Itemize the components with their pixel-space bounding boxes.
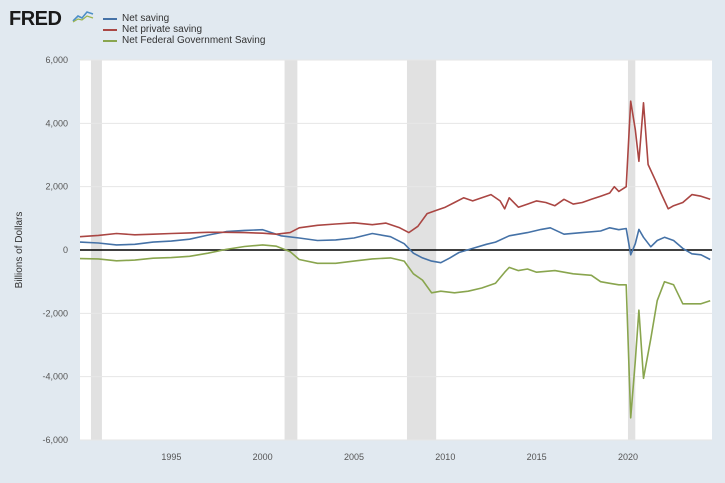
y-tick-label: 4,000 bbox=[45, 118, 68, 128]
legend-swatch-net-federal-saving bbox=[103, 39, 117, 42]
legend-label-net-federal-saving: Net Federal Government Saving bbox=[122, 35, 266, 46]
x-tick-label: 2020 bbox=[618, 452, 638, 462]
chart-legend: Net saving Net private saving Net Federa… bbox=[103, 13, 265, 46]
series-line-1[interactable] bbox=[79, 100, 711, 238]
legend-item-net-private-saving[interactable]: Net private saving bbox=[103, 24, 265, 35]
fred-logo[interactable]: FRED bbox=[9, 8, 62, 30]
x-tick-label: 2010 bbox=[435, 452, 455, 462]
y-tick-label: 2,000 bbox=[45, 182, 68, 192]
x-tick-label: 2015 bbox=[527, 452, 547, 462]
x-tick-labels: 1995 2000 2005 2010 2015 2020 bbox=[161, 452, 638, 462]
y-tick-label: 6,000 bbox=[45, 55, 68, 65]
x-tick-label: 1995 bbox=[161, 452, 181, 462]
y-tick-label: -6,000 bbox=[42, 435, 68, 445]
x-tick-label: 2005 bbox=[344, 452, 364, 462]
grid-lines bbox=[80, 59, 712, 441]
x-tick-label: 2000 bbox=[253, 452, 273, 462]
legend-label-net-private-saving: Net private saving bbox=[122, 24, 203, 35]
y-axis-label: Billions of Dollars bbox=[14, 212, 25, 289]
y-tick-labels: 6,000 4,000 2,000 0 -2,000 -4,000 -6,000 bbox=[42, 55, 68, 445]
y-tick-label: -4,000 bbox=[42, 372, 68, 382]
legend-swatch-net-private-saving bbox=[103, 28, 117, 31]
legend-item-net-saving[interactable]: Net saving bbox=[103, 13, 265, 24]
fred-logo-chart-icon bbox=[72, 9, 94, 23]
series-lines bbox=[79, 100, 711, 419]
legend-item-net-federal-saving[interactable]: Net Federal Government Saving bbox=[103, 35, 265, 46]
series-line-2[interactable] bbox=[79, 244, 711, 419]
series-line-0[interactable] bbox=[79, 227, 711, 264]
legend-label-net-saving: Net saving bbox=[122, 13, 170, 24]
y-tick-label: 0 bbox=[63, 245, 68, 255]
y-tick-label: -2,000 bbox=[42, 308, 68, 318]
legend-swatch-net-saving bbox=[103, 17, 117, 20]
